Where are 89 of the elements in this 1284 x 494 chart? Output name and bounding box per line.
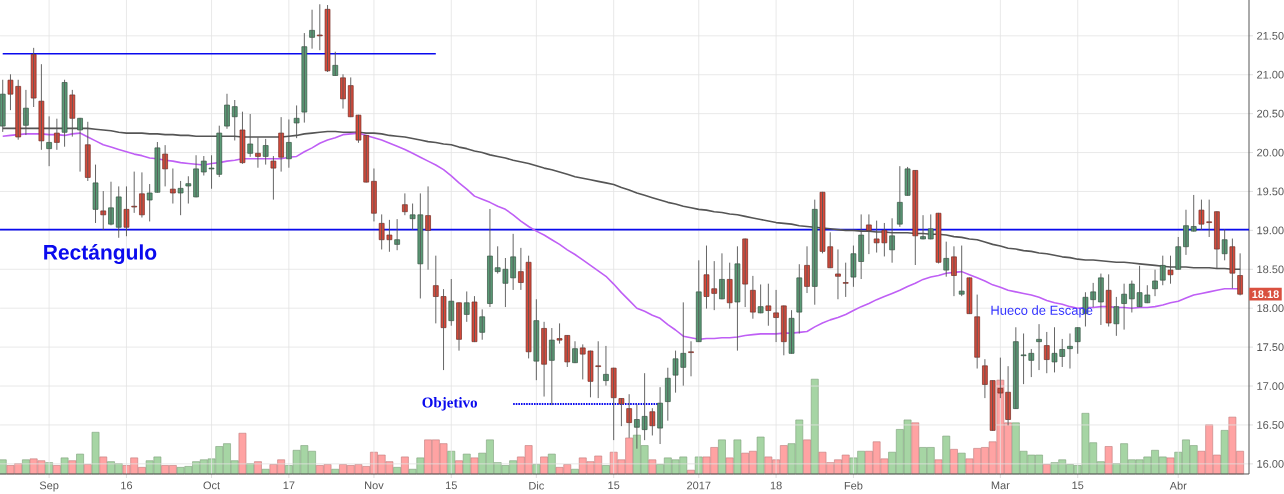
bar	[91, 431, 100, 475]
bar	[718, 439, 726, 475]
x-tick-label: 15	[608, 481, 620, 490]
candlestick	[1113, 296, 1120, 336]
candlestick	[270, 155, 277, 200]
candlestick	[92, 164, 99, 224]
candlestick	[610, 367, 617, 441]
bar	[957, 452, 966, 475]
x-tick-label: Mar	[991, 481, 1010, 490]
candlestick	[1074, 327, 1081, 354]
candlestick	[115, 186, 122, 238]
annotation: Rectángulo	[44, 244, 157, 264]
candlestick	[332, 51, 339, 76]
candlestick	[927, 214, 934, 240]
candlestick	[463, 291, 470, 322]
bar	[733, 439, 742, 475]
bar	[803, 439, 811, 475]
candlestick	[548, 327, 555, 406]
candlestick	[100, 191, 107, 231]
candlestick	[131, 171, 138, 213]
candlestick	[301, 33, 308, 123]
bar	[810, 378, 819, 475]
bar	[911, 422, 920, 475]
candlestick	[1043, 331, 1050, 374]
candlestick	[734, 246, 741, 351]
candlestick	[904, 166, 911, 196]
candlestick	[796, 264, 803, 334]
candlestick	[897, 166, 903, 227]
x-tick-label: Sep	[39, 481, 59, 492]
candlestick	[835, 249, 841, 300]
y-tick-label: 20.50	[1257, 109, 1284, 118]
annotation: Objetivo	[422, 397, 477, 411]
candlestick	[943, 241, 950, 277]
candlestick	[757, 284, 764, 314]
candlestick	[471, 296, 478, 343]
bar	[238, 432, 247, 475]
y-tick-label: 16.00	[1257, 459, 1284, 468]
candlestick	[123, 186, 130, 237]
x-tick-label: 18	[770, 481, 782, 490]
bar	[942, 435, 951, 475]
candlestick	[788, 310, 795, 354]
x-tick-label: Oct	[203, 481, 221, 490]
candlestick	[30, 47, 37, 108]
y-tick-label: 19.50	[1257, 187, 1284, 196]
candlestick	[626, 394, 632, 438]
candlestick	[649, 408, 656, 436]
candlestick	[781, 305, 787, 356]
y-tick-label: 21.50	[1257, 31, 1284, 40]
x-tick-label: Nov	[365, 481, 384, 490]
candlestick	[618, 398, 625, 427]
bar	[1104, 446, 1113, 475]
candlestick	[765, 283, 772, 326]
bar	[76, 453, 84, 475]
candlestick	[920, 215, 926, 240]
candlestick	[262, 138, 269, 165]
bar	[1220, 430, 1229, 475]
x-tick-label: 16	[121, 481, 133, 490]
bar	[756, 436, 765, 475]
text: 18.18	[1252, 290, 1279, 299]
candlestick	[177, 180, 184, 216]
x-tick-label: Dic	[529, 481, 544, 490]
candlestick	[688, 341, 694, 377]
y-tick-label: 17.50	[1257, 343, 1284, 352]
candlestick	[1190, 194, 1197, 232]
candlestick	[958, 245, 965, 297]
candlestick	[1221, 229, 1228, 261]
x-tick-label: 17	[283, 481, 295, 490]
candlestick	[974, 294, 980, 369]
x-tick-label: Feb	[844, 481, 863, 490]
candlestick	[966, 277, 973, 315]
x-tick-label: 15	[445, 481, 457, 490]
y-tick-label: 20.00	[1257, 148, 1284, 157]
candlestick	[1105, 274, 1112, 327]
x-tick-label: 2017	[687, 481, 711, 490]
y-tick-label: 18.00	[1257, 304, 1284, 313]
y-tick-label: 16.50	[1257, 421, 1284, 429]
y-tick-label: 19.00	[1257, 226, 1284, 235]
x-tick-label: Abr	[1169, 481, 1187, 490]
candlestick	[170, 168, 176, 204]
candlestick	[935, 212, 942, 264]
x-tick-label: 15	[1072, 481, 1084, 490]
candlestick	[185, 176, 192, 204]
y-tick-label: 18.50	[1257, 265, 1284, 274]
y-tick-label: 21.00	[1257, 70, 1284, 79]
y-tick-label: 17.00	[1257, 382, 1284, 390]
candlestick	[479, 309, 486, 340]
candlestick	[742, 238, 748, 308]
candlestick	[842, 262, 849, 297]
candlestick	[533, 299, 540, 381]
